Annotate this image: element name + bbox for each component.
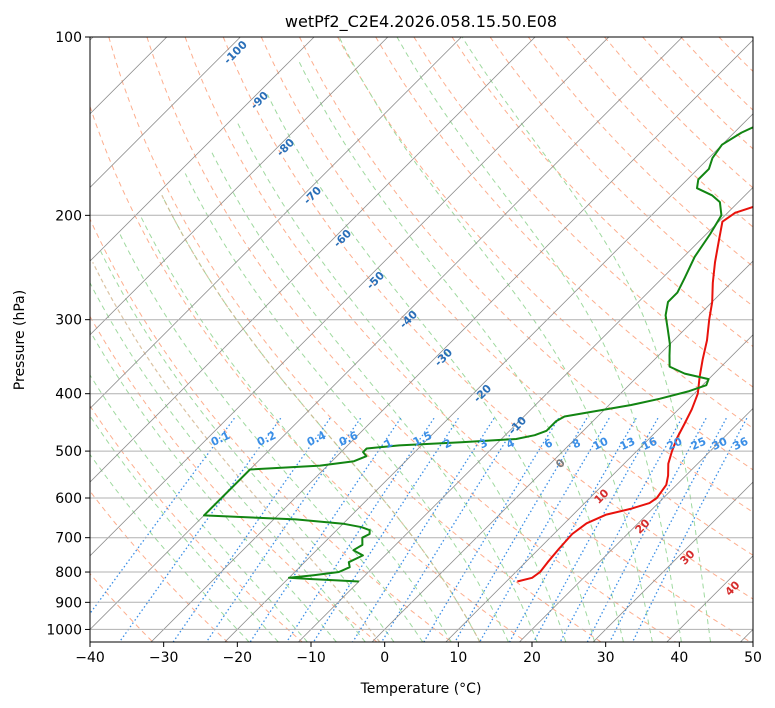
mixing-ratio-line (352, 417, 495, 642)
mixing-ratio-line (90, 417, 235, 615)
y-axis-label: Pressure (hPa) (12, 290, 28, 390)
dewpoint-line (203, 126, 753, 583)
x-tick-label: −10 (296, 650, 326, 666)
y-tick-label: 100 (55, 30, 82, 46)
x-tick-label: 30 (597, 650, 615, 666)
x-axis-label: Temperature (°C) (360, 681, 482, 697)
mixing-ratio-label: 25 (689, 435, 708, 453)
isotherm-line (224, 113, 753, 642)
dry-adiabat (222, 37, 753, 600)
mixing-ratio-label: 30 (710, 435, 730, 453)
mixing-ratio-label: 10 (591, 435, 611, 453)
x-tick-label: 10 (449, 650, 467, 666)
mixing-ratio-label: 13 (618, 435, 637, 453)
isotherm-line (519, 407, 753, 642)
y-tick-label: 1000 (46, 622, 82, 638)
moist-adiabat (161, 195, 481, 642)
moist-adiabat (139, 215, 452, 642)
mixing-ratio-line (381, 417, 521, 642)
mixing-ratio-label: 36 (731, 435, 751, 453)
isotherm-line (592, 481, 753, 642)
isotherm-line (445, 334, 753, 642)
y-axis: 100 200 300 400 500 600 700 800 900 1000 (46, 30, 90, 638)
moist-adiabat (461, 37, 711, 642)
y-tick-label: 600 (55, 491, 82, 507)
moist-adiabat (100, 251, 395, 642)
x-tick-label: −20 (223, 650, 253, 666)
isotherm-line (298, 186, 753, 642)
mixing-ratio-line (509, 417, 637, 642)
dry-adiabat (337, 37, 753, 471)
dry-adiabat (90, 315, 378, 642)
y-tick-label: 700 (55, 531, 82, 547)
pressure-gridlines (90, 37, 753, 630)
y-tick-label: 200 (55, 208, 82, 224)
moist-adiabat (184, 173, 509, 642)
isotherm-line (90, 37, 610, 557)
isotherm-line (90, 37, 683, 630)
isotherm-line (90, 37, 462, 409)
moist-adiabat (90, 330, 337, 642)
mixing-ratio-line (172, 417, 331, 642)
brown-reference-curve (161, 195, 481, 642)
x-axis: −40 −30 −20 −10 0 10 20 30 40 50 (75, 642, 762, 666)
brown-reference-curve (92, 262, 381, 642)
mixing-ratio-line (205, 417, 362, 642)
dry-adiabat (299, 37, 753, 513)
isotherm-line (90, 37, 315, 262)
y-tick-label: 500 (55, 444, 82, 460)
moist-adiabat (90, 414, 279, 642)
mixing-ratio-line (632, 417, 748, 642)
x-tick-label: −30 (149, 650, 179, 666)
isotherm-line (150, 39, 753, 642)
mixing-ratio-line (312, 417, 459, 642)
moist-adiabat (237, 123, 567, 642)
mixing-ratio-label: 16 (640, 435, 660, 453)
mixing-ratio-line (559, 417, 683, 642)
mixing-ratio-line (586, 417, 707, 642)
isotherm-line (90, 37, 536, 483)
mixing-ratio-label: 20 (665, 435, 685, 453)
dry-adiabat (90, 217, 452, 642)
mixing-ratio-line (249, 417, 402, 642)
chart-title: wetPf2_C2E4.2026.058.15.50.E08 (285, 12, 557, 32)
y-tick-label: 300 (55, 313, 82, 329)
x-tick-label: 40 (670, 650, 688, 666)
mixing-ratio-line (479, 417, 610, 642)
x-tick-label: 20 (523, 650, 541, 666)
dry-adiabat (90, 572, 154, 642)
x-tick-label: −40 (75, 650, 105, 666)
dry-adiabat (489, 37, 753, 307)
mixing-ratio-line (609, 417, 727, 642)
moist-adiabat (298, 61, 624, 642)
y-tick-label: 800 (55, 565, 82, 581)
dry-adiabat (108, 37, 602, 642)
isotherm-line (90, 37, 389, 336)
profile-series (203, 126, 753, 583)
plot-frame (89, 36, 754, 643)
dry-adiabat (184, 37, 751, 642)
isotherm-line (371, 260, 753, 642)
moist-adiabat (90, 453, 250, 642)
mixing-ratio-line (286, 417, 435, 642)
background-lines (90, 37, 753, 642)
x-tick-label: 50 (744, 650, 762, 666)
y-tick-label: 900 (55, 595, 82, 611)
moist-adiabat (119, 233, 424, 642)
temperature-line (517, 205, 753, 583)
dry-adiabat (90, 105, 527, 642)
moist-adiabat (396, 37, 682, 642)
dry-adiabat (90, 404, 303, 642)
isotherm-line (90, 37, 241, 188)
x-tick-label: 0 (380, 650, 389, 666)
y-tick-label: 400 (55, 387, 82, 403)
moist-adiabat (90, 374, 308, 642)
